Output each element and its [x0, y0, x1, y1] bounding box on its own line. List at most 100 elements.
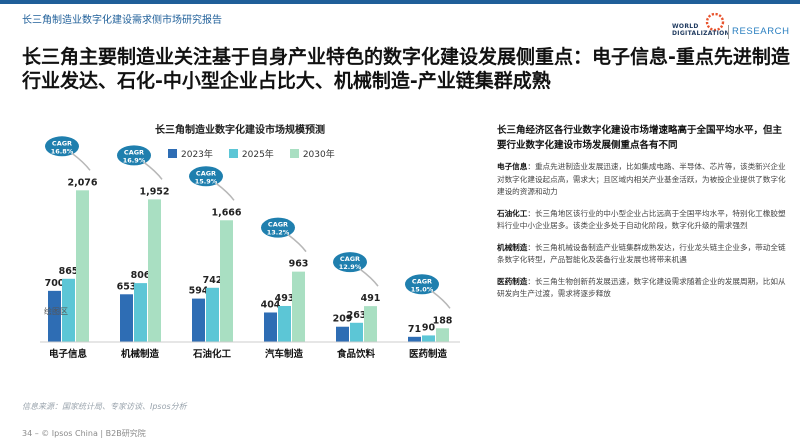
legend-swatch-2025: [228, 149, 238, 158]
bar-5-series-3: [364, 306, 377, 342]
cagr-bubble-5: [333, 252, 367, 273]
insight-text: ：重点先进制造业发展迅速，比如集成电路、半导体、芯片等，该类新兴企业对数字化建设…: [497, 162, 786, 196]
cagr-label-4-line-1: CAGR: [268, 221, 288, 229]
insight-panel: 长三角经济区各行业数字化建设市场增速略高于全国平均水平，但主要行业数字化建设市场…: [497, 123, 787, 310]
cagr-label-1-line-2: 16.8%: [51, 147, 74, 155]
insight-text: ：长三角机械设备制造产业链集群成熟发达，行业龙头链主企业多，带动全链条数字化转型…: [497, 242, 786, 265]
logo-text-digitalization: DIGITALIZATION: [672, 30, 730, 37]
page-footer: 34 – © Ipsos China | B2B研究院: [22, 429, 146, 438]
bar-4-series-2: [278, 305, 291, 342]
data-label-3-1: 594: [189, 286, 209, 297]
bar-1-series-1: [48, 290, 61, 342]
top-accent-bar: [0, 0, 800, 4]
chart-legend: 2023年 2025年 2030年: [168, 147, 335, 160]
logo-divider: [728, 25, 729, 39]
legend-swatch-2030: [289, 149, 299, 158]
data-label-4-3: 963: [289, 259, 309, 270]
cagr-arrow-3: [215, 182, 235, 201]
data-label-3-2: 742: [203, 275, 223, 286]
legend-item-2025: 2025年: [228, 147, 274, 160]
cagr-label-4-line-2: 13.2%: [267, 229, 290, 237]
data-label-2-3: 1,952: [139, 186, 169, 197]
bar-1-series-3: [76, 190, 89, 342]
legend-item-2023: 2023年: [168, 147, 213, 160]
cagr-arrow-5: [359, 268, 379, 287]
bar-2-series-2: [134, 283, 147, 342]
bar-5-series-2: [350, 322, 363, 342]
cagr-bubble-6: [405, 274, 439, 295]
data-label-2-2: 806: [131, 270, 151, 281]
category-label-5: 食品饮料: [336, 348, 376, 360]
data-label-6-3: 188: [433, 315, 453, 326]
page-headline: 长三角主要制造业关注基于自身产业特色的数字化建设发展侧重点：电子信息-重点先进制…: [22, 46, 790, 92]
cagr-label-6-line-1: CAGR: [412, 277, 432, 285]
category-label-3: 石油化工: [192, 348, 232, 360]
category-label-4: 汽车制造: [265, 348, 304, 360]
data-label-6-1: 71: [408, 324, 421, 335]
insight-electronics: 电子信息：重点先进制造业发展迅速，比如集成电路、半导体、芯片等，该类新兴企业对数…: [497, 161, 787, 199]
cagr-label-2-line-1: CAGR: [124, 148, 144, 156]
bar-2-series-1: [120, 294, 133, 342]
cagr-label-1-line-1: CAGR: [52, 139, 72, 147]
insight-text: ：长三角地区该行业的中小型企业占比远高于全国平均水平，特别化工橡胶塑料行业中小企…: [497, 208, 786, 231]
data-label-4-1: 404: [261, 299, 281, 310]
chart-title: 长三角制造业数字化建设市场规模预测: [155, 125, 325, 136]
logo-text-research: RESEARCH: [732, 26, 790, 37]
cagr-label-5-line-1: CAGR: [340, 255, 360, 263]
bar-3-series-3: [220, 220, 233, 342]
cagr-label-5-line-2: 12.9%: [339, 263, 362, 271]
cagr-bubble-1: [45, 136, 79, 157]
data-label-1-3: 2,076: [67, 177, 97, 188]
data-label-1-2: 865: [59, 266, 79, 277]
bar-5-series-1: [336, 326, 349, 342]
cagr-label-2-line-2: 16.9%: [123, 156, 146, 164]
insight-label: 机械制造: [497, 242, 528, 252]
data-label-1-1: 700: [45, 278, 65, 289]
cagr-arrow-6: [431, 290, 451, 309]
report-name: 长三角制造业数字化建设需求侧市场研究报告: [22, 15, 222, 26]
bar-1-series-2: [62, 278, 75, 342]
data-label-2-1: 653: [117, 281, 137, 292]
bar-6-series-1: [408, 336, 421, 342]
cagr-arrow-1: [71, 152, 91, 171]
cagr-arrow-4: [287, 234, 307, 253]
cagr-label-6-line-2: 15.0%: [411, 285, 434, 293]
bar-3-series-2: [206, 287, 219, 342]
data-label-3-3: 1,666: [211, 207, 241, 218]
cagr-label-3-line-1: CAGR: [196, 169, 216, 177]
plot-area-annotation: 绘图区: [44, 306, 68, 316]
legend-label-2025: 2025年: [241, 150, 274, 160]
category-label-1: 电子信息: [49, 348, 88, 360]
insight-machinery: 机械制造：长三角机械设备制造产业链集群成熟发达，行业龙头链主企业多，带动全链条数…: [497, 242, 787, 267]
insight-label: 石油化工: [497, 208, 528, 218]
data-label-4-2: 493: [275, 293, 295, 304]
insight-text: ：长三角生物创新药发展迅速，数字化建设需求随着企业的发展周期，比如从研发向生产过…: [497, 276, 786, 299]
category-label-6: 医药制造: [409, 348, 448, 360]
legend-label-2023: 2023年: [181, 150, 213, 160]
insight-heading: 长三角经济区各行业数字化建设市场增速略高于全国平均水平，但主要行业数字化建设市场…: [497, 125, 783, 151]
bar-3-series-1: [192, 298, 205, 342]
legend-label-2030: 2030年: [302, 150, 335, 160]
data-label-5-1: 209: [333, 314, 353, 325]
legend-swatch-2023: [168, 149, 177, 158]
cagr-bubble-4: [261, 217, 295, 238]
bar-6-series-2: [422, 335, 435, 342]
data-label-6-2: 90: [422, 322, 436, 333]
logo-text-world: WORLD: [672, 23, 699, 30]
cagr-bubble-3: [189, 166, 223, 187]
legend-item-2030: 2030年: [289, 147, 335, 160]
category-label-2: 机械制造: [121, 348, 160, 360]
logo-ring-icon: [705, 12, 725, 32]
bar-2-series-3: [148, 199, 161, 342]
bar-4-series-1: [264, 312, 277, 342]
insight-label: 医药制造: [497, 276, 528, 286]
cagr-arrow-2: [143, 161, 163, 180]
insight-pharma: 医药制造：长三角生物创新药发展迅速，数字化建设需求随着企业的发展周期，比如从研发…: [497, 276, 787, 301]
insight-petrochemical: 石油化工：长三角地区该行业的中小型企业占比远高于全国平均水平，特别化工橡胶塑料行…: [497, 208, 787, 233]
bar-6-series-3: [436, 328, 449, 342]
data-label-5-3: 491: [361, 293, 381, 304]
bar-4-series-3: [292, 271, 305, 342]
data-label-5-2: 263: [347, 310, 367, 321]
insight-label: 电子信息: [497, 162, 528, 171]
